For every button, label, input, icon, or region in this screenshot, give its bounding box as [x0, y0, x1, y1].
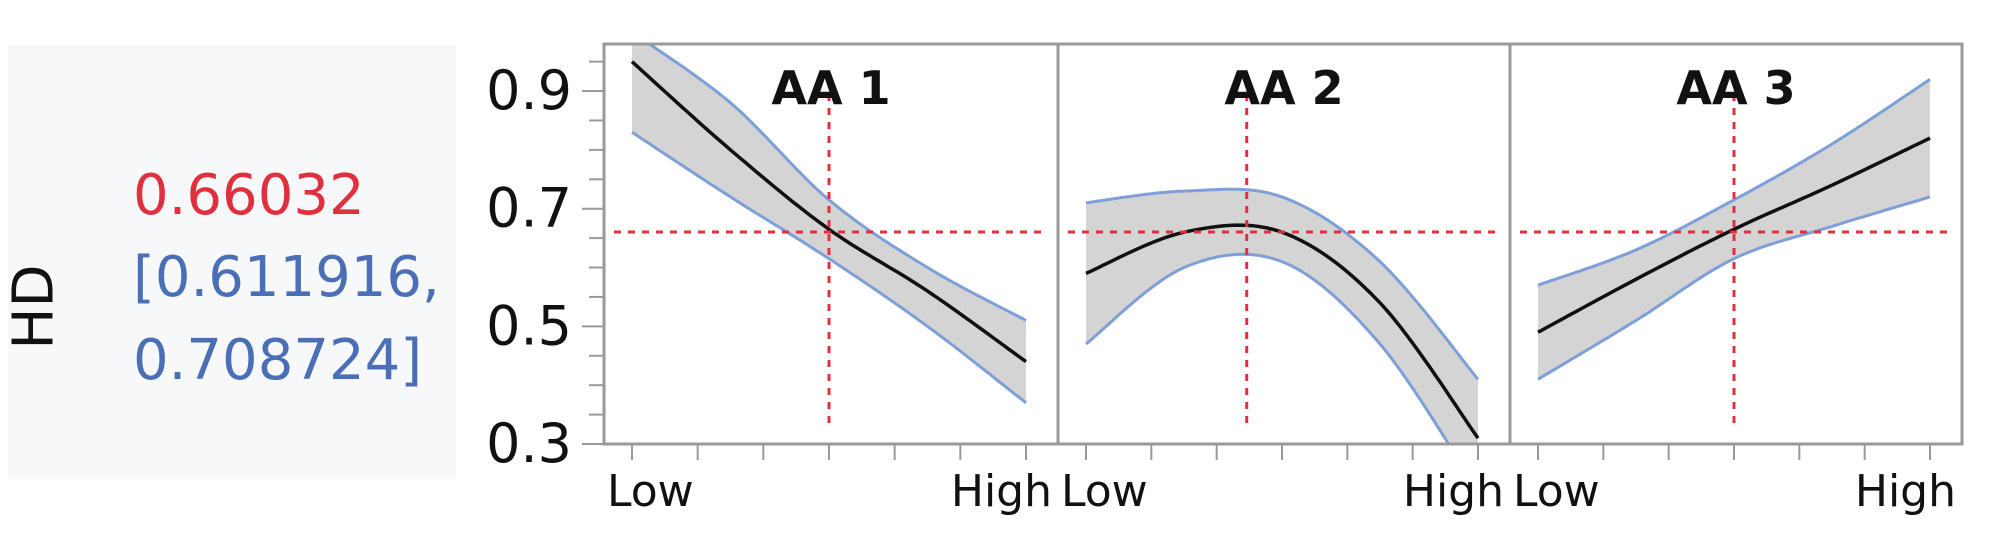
panel-frame [1508, 42, 1964, 446]
upper-confidence-line [1537, 78, 1931, 287]
confidence-interval-upper: 0.708724] [133, 328, 423, 393]
x-tick-label-low: Low [1513, 466, 1600, 517]
panel-title: AA 3 [1676, 61, 1795, 115]
confidence-band [1086, 189, 1478, 444]
profile-panel: AA 3 Low High [1508, 42, 1964, 517]
lower-confidence-line [1537, 195, 1931, 381]
profile-panel: AA 2 Low High [1056, 42, 1512, 517]
y-axis: 0.3 0.5 0.7 0.9 [486, 44, 606, 475]
x-tick-label-high: High [1855, 466, 1956, 517]
y-tick-label: 0.5 [486, 294, 572, 357]
upper-confidence-line [1085, 187, 1480, 381]
y-tick-label: 0.9 [486, 59, 572, 122]
y-tick-label: 0.3 [486, 412, 572, 475]
response-readout-panel: HD 0.66032 [0.611916, 0.708724] [2, 45, 456, 479]
prediction-curve [630, 60, 1028, 364]
x-tick-label-high: High [951, 466, 1052, 517]
lower-confidence-line [631, 130, 1027, 404]
x-tick-label-low: Low [607, 466, 694, 517]
lower-confidence-line [1085, 252, 1451, 444]
profile-panel: AA 1 Low High [602, 42, 1060, 517]
confidence-interval-lower: [0.611916, [133, 245, 440, 310]
panel-title: AA 1 [771, 61, 890, 115]
predicted-value: 0.66032 [133, 163, 365, 228]
prediction-curve [1537, 136, 1931, 334]
panel-title: AA 2 [1224, 61, 1343, 115]
upper-confidence-line [646, 44, 1027, 322]
y-tick-label: 0.7 [486, 177, 572, 240]
x-tick-label-high: High [1403, 466, 1504, 517]
x-tick-label-low: Low [1061, 466, 1148, 517]
